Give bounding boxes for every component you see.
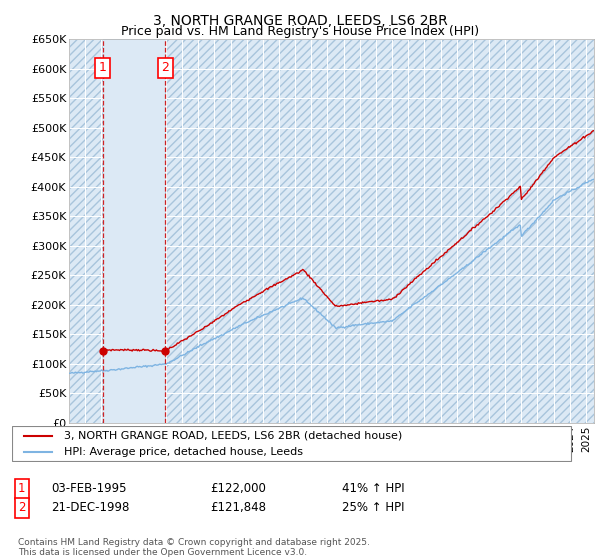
Bar xyxy=(103,39,166,423)
Text: 3, NORTH GRANGE ROAD, LEEDS, LS6 2BR: 3, NORTH GRANGE ROAD, LEEDS, LS6 2BR xyxy=(152,14,448,28)
Text: 3, NORTH GRANGE ROAD, LEEDS, LS6 2BR (detached house): 3, NORTH GRANGE ROAD, LEEDS, LS6 2BR (de… xyxy=(64,431,402,441)
Text: 1: 1 xyxy=(18,482,25,496)
Text: HPI: Average price, detached house, Leeds: HPI: Average price, detached house, Leed… xyxy=(64,447,303,457)
Text: 21-DEC-1998: 21-DEC-1998 xyxy=(51,501,130,515)
Text: 41% ↑ HPI: 41% ↑ HPI xyxy=(342,482,404,496)
FancyBboxPatch shape xyxy=(12,426,571,461)
Text: £122,000: £122,000 xyxy=(210,482,266,496)
Text: 03-FEB-1995: 03-FEB-1995 xyxy=(51,482,127,496)
Text: 1: 1 xyxy=(99,62,107,74)
Text: £121,848: £121,848 xyxy=(210,501,266,515)
Text: Price paid vs. HM Land Registry's House Price Index (HPI): Price paid vs. HM Land Registry's House … xyxy=(121,25,479,38)
Text: 2: 2 xyxy=(161,62,169,74)
Text: 2: 2 xyxy=(18,501,25,515)
Text: Contains HM Land Registry data © Crown copyright and database right 2025.
This d: Contains HM Land Registry data © Crown c… xyxy=(18,538,370,557)
Text: 25% ↑ HPI: 25% ↑ HPI xyxy=(342,501,404,515)
